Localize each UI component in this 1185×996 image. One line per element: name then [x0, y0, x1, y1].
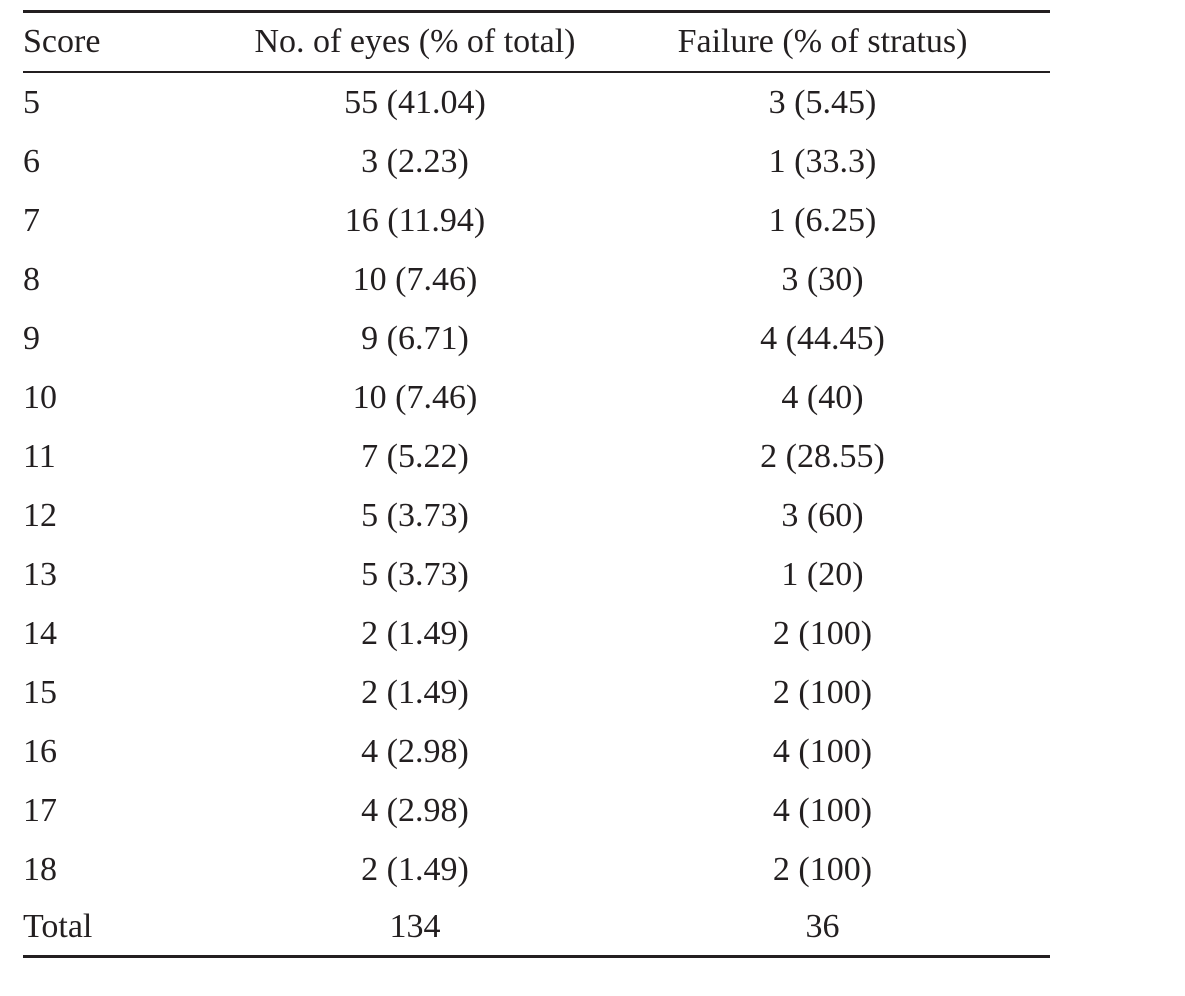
cell-failure: 4 (100) — [772, 733, 873, 770]
header-eyes: No. of eyes (% of total) — [254, 23, 576, 60]
table-row: 15 2 (1.49) 2 (100) — [23, 663, 1050, 722]
cell-failure: 1 (6.25) — [768, 202, 877, 239]
cell-failure: 3 (30) — [781, 261, 864, 298]
cell-score: 7 — [23, 202, 40, 239]
table-row: 13 5 (3.73) 1 (20) — [23, 545, 1050, 604]
cell-failure: 2 (100) — [772, 615, 873, 652]
cell-eyes: 16 (11.94) — [344, 202, 486, 239]
cell-failure: 4 (40) — [781, 379, 864, 416]
cell-eyes: 10 (7.46) — [352, 379, 478, 416]
header-failure: Failure (% of stratus) — [677, 23, 968, 60]
cell-score: 14 — [23, 615, 57, 652]
cell-eyes: 4 (2.98) — [361, 792, 469, 829]
cell-score: 6 — [23, 143, 40, 180]
cell-score: 8 — [23, 261, 40, 298]
table-row: 17 4 (2.98) 4 (100) — [23, 781, 1050, 840]
cell-failure: 1 (20) — [781, 556, 864, 593]
cell-eyes: 7 (5.22) — [361, 438, 469, 475]
table-row: 5 55 (41.04) 3 (5.45) — [23, 73, 1050, 132]
cell-score: 12 — [23, 497, 57, 534]
cell-eyes: 5 (3.73) — [361, 556, 469, 593]
cell-failure: 2 (100) — [772, 674, 873, 711]
cell-eyes: 5 (3.73) — [361, 497, 469, 534]
total-eyes: 134 — [389, 908, 441, 945]
cell-failure: 4 (44.45) — [760, 320, 885, 357]
cell-score: 17 — [23, 792, 57, 829]
table-top-rule — [23, 10, 1050, 13]
cell-score: 11 — [23, 438, 56, 475]
table-row: 7 16 (11.94) 1 (6.25) — [23, 191, 1050, 250]
score-table: Score No. of eyes (% of total) Failure (… — [23, 13, 1050, 71]
table-row: 14 2 (1.49) 2 (100) — [23, 604, 1050, 663]
cell-eyes: 10 (7.46) — [352, 261, 478, 298]
table-row: 10 10 (7.46) 4 (40) — [23, 368, 1050, 427]
cell-score: 15 — [23, 674, 57, 711]
score-table-body: 5 55 (41.04) 3 (5.45) 6 3 (2.23) 1 (33.3) 7 16 … — [23, 73, 1050, 955]
cell-failure: 3 (60) — [781, 497, 864, 534]
data-table: Score No. of eyes (% of total) Failure (… — [23, 10, 1050, 958]
table-row: 12 5 (3.73) 3 (60) — [23, 486, 1050, 545]
cell-score: 18 — [23, 851, 57, 888]
table-header-rule — [23, 71, 1050, 73]
table-row: 11 7 (5.22) 2 (28.55) — [23, 427, 1050, 486]
cell-score: 9 — [23, 320, 40, 357]
table-header-row: Score No. of eyes (% of total) Failure (… — [23, 13, 1050, 71]
cell-eyes: 2 (1.49) — [361, 851, 469, 888]
cell-score: 5 — [23, 84, 40, 121]
table-row: 6 3 (2.23) 1 (33.3) — [23, 132, 1050, 191]
cell-eyes: 4 (2.98) — [361, 733, 469, 770]
cell-failure: 1 (33.3) — [768, 143, 877, 180]
table-row: 8 10 (7.46) 3 (30) — [23, 250, 1050, 309]
cell-eyes: 9 (6.71) — [361, 320, 469, 357]
table-row: 18 2 (1.49) 2 (100) — [23, 840, 1050, 899]
cell-eyes: 55 (41.04) — [344, 84, 486, 121]
total-failure: 36 — [805, 908, 840, 945]
cell-eyes: 3 (2.23) — [361, 143, 469, 180]
table-total-row: Total 134 36 — [23, 899, 1050, 955]
table-bottom-rule — [23, 955, 1050, 958]
cell-eyes: 2 (1.49) — [361, 615, 469, 652]
cell-failure: 3 (5.45) — [768, 84, 877, 121]
cell-failure: 2 (100) — [772, 851, 873, 888]
cell-eyes: 2 (1.49) — [361, 674, 469, 711]
table-row: 9 9 (6.71) 4 (44.45) — [23, 309, 1050, 368]
header-score: Score — [23, 23, 101, 60]
cell-score: 13 — [23, 556, 57, 593]
cell-score: 16 — [23, 733, 57, 770]
cell-failure: 2 (28.55) — [760, 438, 885, 475]
table-row: 16 4 (2.98) 4 (100) — [23, 722, 1050, 781]
total-label: Total — [23, 908, 93, 945]
cell-score: 10 — [23, 379, 57, 416]
cell-failure: 4 (100) — [772, 792, 873, 829]
